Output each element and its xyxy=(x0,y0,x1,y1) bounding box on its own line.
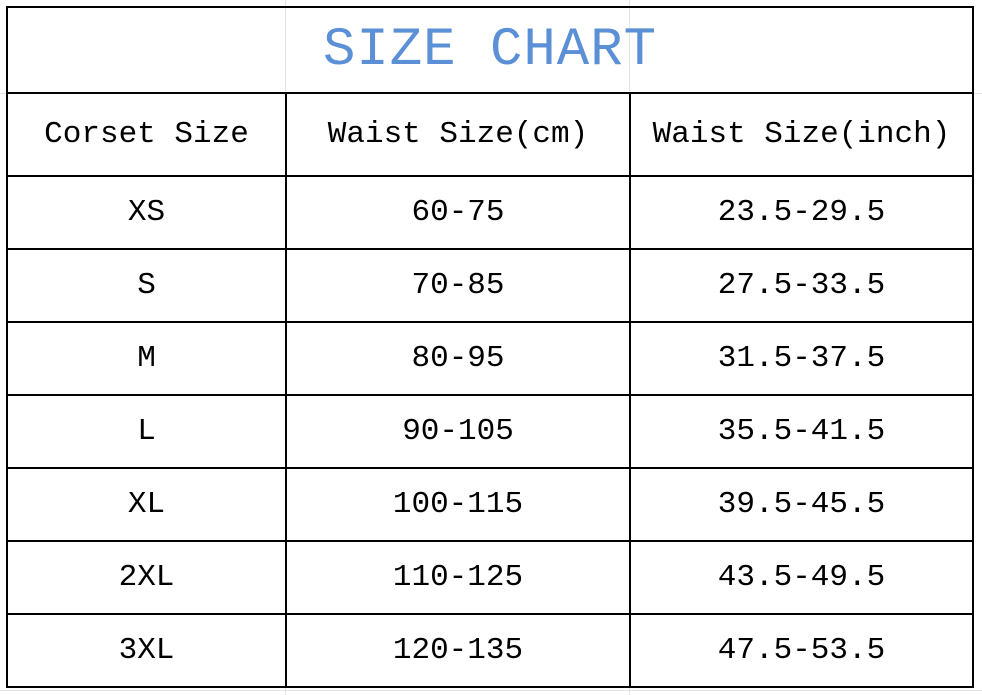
header-waist-inch: Waist Size(inch) xyxy=(629,92,974,177)
table-row: XL 100-115 39.5-45.5 xyxy=(6,467,974,542)
corset-size-cell: L xyxy=(6,394,287,469)
corset-size-cell: XS xyxy=(6,175,287,250)
waist-inch-cell: 27.5-33.5 xyxy=(629,248,974,323)
waist-cm-cell: 60-75 xyxy=(285,175,631,250)
header-row: Corset Size Waist Size(cm) Waist Size(in… xyxy=(6,92,974,177)
waist-cm-cell: 110-125 xyxy=(285,540,631,615)
table-row: XS 60-75 23.5-29.5 xyxy=(6,175,974,250)
waist-inch-cell: 39.5-45.5 xyxy=(629,467,974,542)
waist-cm-cell: 80-95 xyxy=(285,321,631,396)
header-waist-cm: Waist Size(cm) xyxy=(285,92,631,177)
corset-size-cell: 2XL xyxy=(6,540,287,615)
corset-size-cell: S xyxy=(6,248,287,323)
table-row: M 80-95 31.5-37.5 xyxy=(6,321,974,396)
table-row: L 90-105 35.5-41.5 xyxy=(6,394,974,469)
waist-inch-cell: 47.5-53.5 xyxy=(629,613,974,688)
waist-cm-cell: 100-115 xyxy=(285,467,631,542)
table-row: 2XL 110-125 43.5-49.5 xyxy=(6,540,974,615)
waist-inch-cell: 31.5-37.5 xyxy=(629,321,974,396)
size-chart-table: SIZE CHART Corset Size Waist Size(cm) Wa… xyxy=(6,6,974,688)
corset-size-cell: 3XL xyxy=(6,613,287,688)
table-row: S 70-85 27.5-33.5 xyxy=(6,248,974,323)
waist-inch-cell: 35.5-41.5 xyxy=(629,394,974,469)
corset-size-cell: M xyxy=(6,321,287,396)
header-corset-size: Corset Size xyxy=(6,92,287,177)
waist-cm-cell: 90-105 xyxy=(285,394,631,469)
title-row: SIZE CHART xyxy=(6,6,974,94)
chart-title: SIZE CHART xyxy=(6,6,974,94)
waist-cm-cell: 120-135 xyxy=(285,613,631,688)
waist-inch-cell: 43.5-49.5 xyxy=(629,540,974,615)
table-row: 3XL 120-135 47.5-53.5 xyxy=(6,613,974,688)
waist-cm-cell: 70-85 xyxy=(285,248,631,323)
waist-inch-cell: 23.5-29.5 xyxy=(629,175,974,250)
sheet-gridline xyxy=(0,690,982,691)
corset-size-cell: XL xyxy=(6,467,287,542)
